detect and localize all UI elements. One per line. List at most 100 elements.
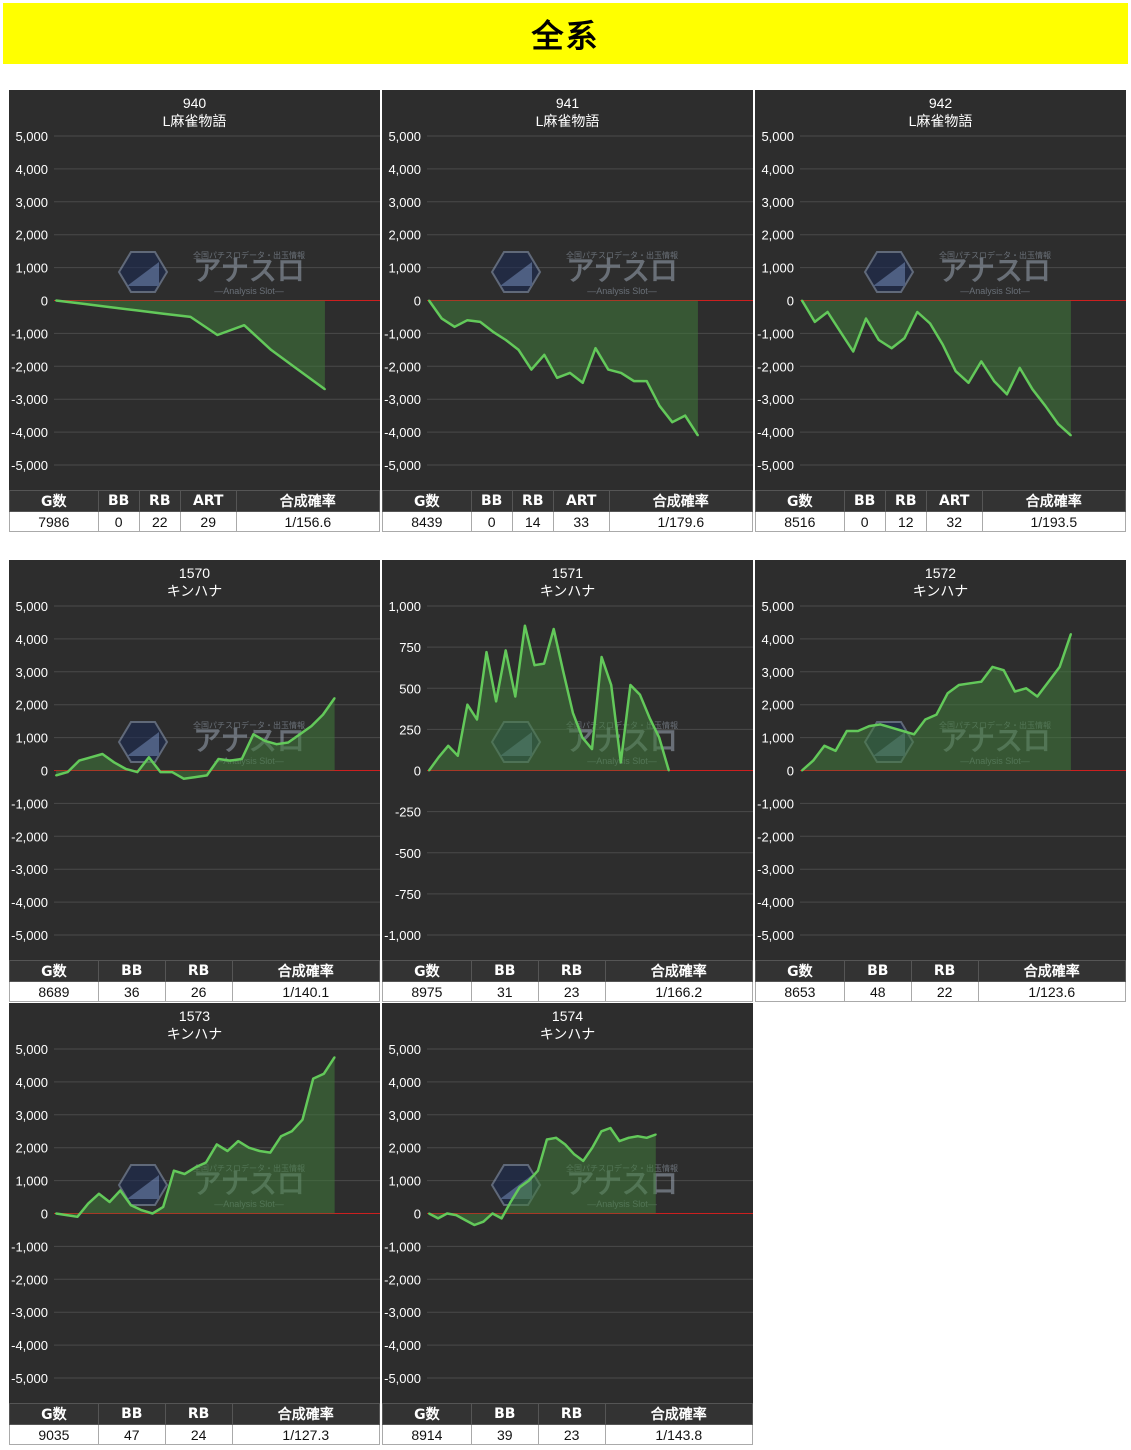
watermark-tag: 全国パチスロデータ・出玉情報: [193, 720, 305, 730]
data-point: [543, 662, 546, 665]
data-point: [839, 330, 842, 333]
watermark-tag: 全国パチスロデータ・出玉情報: [939, 250, 1051, 260]
y-tick-label: 2,000: [388, 1141, 421, 1156]
data-point: [935, 713, 938, 716]
y-tick-label: 4,000: [388, 1075, 421, 1090]
data-point: [310, 725, 313, 728]
data-point: [845, 730, 848, 732]
y-tick-label: -4,000: [384, 425, 421, 440]
chart-1572: 1572 キンハナ 5,000 4,000 3,000 2,000 1,000 0 -1,000…: [755, 560, 1126, 960]
stats-value: 23: [537, 1424, 606, 1445]
y-tick-label: -5,000: [11, 1371, 48, 1386]
data-point: [172, 1169, 175, 1172]
stats-header: G数: [9, 960, 99, 982]
stats-value: 31: [470, 981, 539, 1002]
data-point: [533, 664, 536, 667]
data-point: [555, 1136, 557, 1139]
stats-header: G数: [755, 960, 845, 982]
data-point: [491, 1212, 494, 1215]
data-point: [97, 1192, 100, 1195]
y-tick-label: -3,000: [384, 392, 421, 407]
data-point: [954, 370, 957, 373]
data-point: [1058, 665, 1061, 668]
data-point: [101, 753, 104, 755]
chart-942: 942 L麻雀物語 5,000 4,000 3,000 2,000 1,000 0 -1,000…: [755, 90, 1126, 490]
data-point: [1002, 669, 1005, 672]
data-point: [140, 1209, 143, 1212]
machine-panel-941: 941 L麻雀物語 5,000 4,000 3,000 2,000 1,000 0 -1,000…: [382, 90, 754, 532]
stats-header: RB: [910, 960, 979, 982]
data-point: [865, 317, 867, 320]
data-point: [55, 1212, 57, 1215]
stats-header: 合成確率: [977, 960, 1127, 982]
stats-value: 24: [164, 1424, 233, 1445]
stats-header: 合成確率: [981, 490, 1127, 512]
data-point: [301, 1118, 304, 1121]
data-point: [216, 334, 219, 336]
stats-value: 33: [552, 511, 610, 532]
stats-header: ART: [925, 490, 983, 512]
y-tick-label: -1,000: [11, 326, 48, 341]
data-point: [1031, 388, 1034, 391]
y-tick-label: -1,000: [384, 326, 421, 341]
y-tick-label: -5,000: [757, 458, 794, 473]
data-point: [504, 649, 507, 652]
data-point: [620, 371, 623, 374]
data-point: [1044, 404, 1047, 407]
stats-value: 48: [843, 981, 912, 1002]
data-point: [428, 1212, 430, 1215]
data-point: [55, 774, 57, 777]
data-point: [667, 769, 670, 772]
stats-header: RB: [511, 490, 554, 512]
data-point: [556, 376, 559, 379]
stats-value: 1/166.2: [604, 981, 754, 1002]
data-point: [527, 1179, 530, 1182]
machine-name: キンハナ: [913, 583, 969, 599]
machine-number: 1573: [179, 1008, 210, 1024]
y-tick-label: -4,000: [11, 425, 48, 440]
watermark-sub: —Analysis Slot—: [587, 286, 657, 296]
watermark-brand: アナスロ: [939, 255, 1050, 286]
stats-header: BB: [97, 960, 166, 982]
series-line: [428, 1126, 657, 1227]
slash-icon: [873, 262, 905, 286]
data-point: [113, 761, 115, 764]
data-point: [322, 713, 324, 716]
title-banner: 全系: [3, 3, 1128, 64]
machine-name: キンハナ: [540, 1026, 596, 1042]
data-point: [495, 700, 498, 703]
data-point: [205, 1161, 207, 1164]
y-tick-label: -4,000: [384, 1338, 421, 1353]
data-point: [135, 309, 138, 312]
stats-header: BB: [843, 960, 912, 982]
data-point: [322, 1072, 325, 1075]
stats-value: 1/156.6: [235, 511, 381, 532]
y-tick-label: -2,000: [757, 359, 794, 374]
chart-1573: 1573 キンハナ 5,000 4,000 3,000 2,000 1,000 0 -1,000…: [9, 1003, 380, 1403]
y-tick-label: 3,000: [15, 195, 48, 210]
data-point: [89, 756, 92, 759]
y-tick-label: -250: [395, 805, 421, 820]
y-tick-label: -4,000: [11, 895, 48, 910]
data-point: [76, 1215, 79, 1218]
stats-value: 8439: [382, 511, 472, 532]
y-tick-label: 5,000: [388, 1042, 421, 1057]
stats-value: 1/179.6: [608, 511, 754, 532]
stats-value: 0: [97, 511, 140, 532]
watermark-sub: —Analysis Slot—: [214, 286, 284, 296]
stats-value: 8975: [382, 981, 472, 1002]
y-tick-label: 500: [399, 681, 421, 696]
data-point: [1069, 434, 1072, 437]
data-point: [877, 339, 880, 341]
stats-table: G数 BB RB 合成確率 8689 36 26 1/140.1: [9, 960, 381, 1002]
data-point: [466, 319, 469, 322]
data-point: [1013, 690, 1016, 693]
stats-header: G数: [382, 960, 472, 982]
data-point: [217, 758, 220, 760]
y-tick-label: 0: [41, 294, 48, 309]
y-tick-label: 3,000: [388, 195, 421, 210]
stats-header: 合成確率: [604, 1403, 754, 1425]
stats-table: G数 BB RB 合成確率 9035 47 24 1/127.3: [9, 1403, 381, 1445]
